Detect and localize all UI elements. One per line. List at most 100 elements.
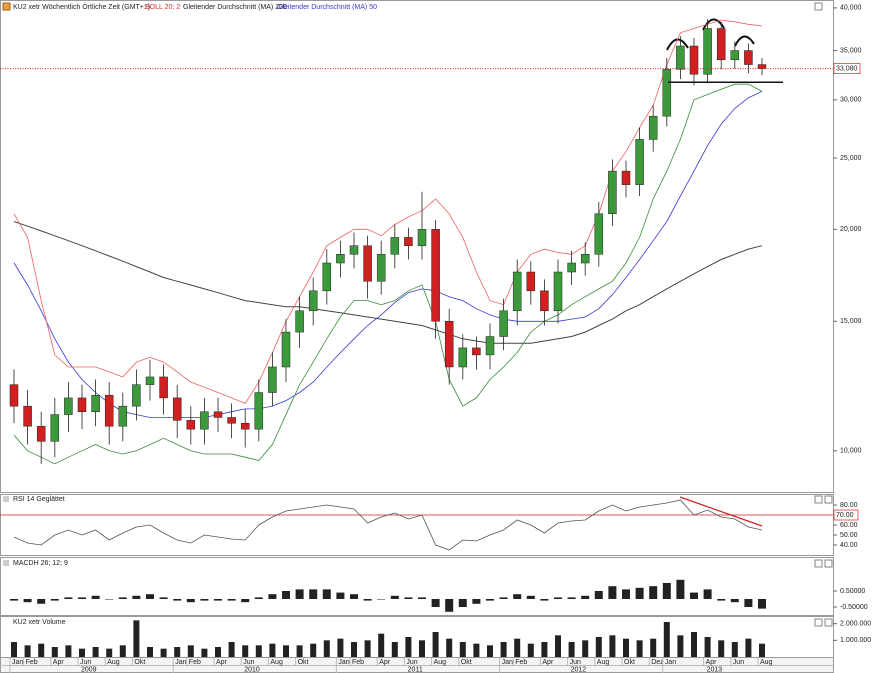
macd-bar xyxy=(608,586,617,599)
candle-body xyxy=(104,394,114,427)
last-price-box xyxy=(833,63,861,74)
volume-bar xyxy=(201,648,208,657)
volume-bar xyxy=(269,643,276,657)
y-tick-label: 30,000 xyxy=(840,97,862,104)
volume-bar xyxy=(255,645,262,657)
macd-bar xyxy=(554,597,562,599)
macd-bar xyxy=(282,590,290,599)
candle-body xyxy=(757,64,767,69)
macd-title: MACDH 26; 12; 9 xyxy=(13,560,68,567)
volume-bar xyxy=(446,638,453,657)
volume-bar xyxy=(677,635,684,657)
x-tick-label: Jan xyxy=(502,659,513,666)
candle-body xyxy=(118,405,128,427)
macd-bar xyxy=(363,598,372,601)
year-label: 2013 xyxy=(707,666,723,673)
rsi-icon[interactable] xyxy=(3,496,9,502)
y-tick-label: 50.00 xyxy=(840,532,858,539)
macd-bar xyxy=(241,598,250,603)
candle-body xyxy=(485,336,495,356)
candle-body xyxy=(349,245,359,255)
macd-bar xyxy=(567,597,576,599)
candle-body xyxy=(186,420,196,430)
macd-bar xyxy=(227,598,236,601)
candle-body xyxy=(336,254,345,264)
volume-bar xyxy=(745,638,752,657)
macd-bar xyxy=(717,598,726,601)
volume-bar xyxy=(187,645,194,657)
year-label: 2012 xyxy=(571,666,587,673)
candle-body xyxy=(648,115,658,140)
candle-body xyxy=(64,397,73,415)
candle-body xyxy=(662,69,672,117)
volume-bar xyxy=(704,637,711,657)
volume-bar xyxy=(541,642,548,657)
volume-bar xyxy=(759,643,765,657)
volume-bar xyxy=(242,645,249,657)
ma50-legend[interactable]: Gleitender Durchschnitt (MA) 50 xyxy=(277,4,377,11)
right-shoulder-arc xyxy=(734,35,755,47)
y-tick-label: -0.50000 xyxy=(840,604,868,611)
volume-bar xyxy=(296,645,303,657)
x-tick-label: Jun xyxy=(243,659,254,666)
boll-legend[interactable]: BOLL 20; 2 xyxy=(145,4,180,11)
macd-bar xyxy=(690,592,698,599)
candle-body xyxy=(268,366,277,393)
boll-upper-line xyxy=(13,19,763,404)
y-tick-label: 35,000 xyxy=(840,47,862,54)
y-tick-label: 20,000 xyxy=(840,226,862,233)
macd-bar xyxy=(78,597,86,599)
close-button[interactable] xyxy=(824,495,833,504)
candle-body xyxy=(676,45,685,70)
candle-body xyxy=(458,347,468,368)
macd-bar xyxy=(649,586,658,599)
volume-bar xyxy=(65,645,72,657)
x-tick-label: Jan xyxy=(12,659,23,666)
macd-bar xyxy=(431,598,440,607)
candle-body xyxy=(145,376,155,385)
volume-bar xyxy=(106,648,113,657)
macd-icon[interactable] xyxy=(3,560,9,566)
close-button[interactable] xyxy=(824,559,833,568)
x-tick-label: Jan xyxy=(338,659,349,666)
volume-bar xyxy=(92,647,99,657)
close-button[interactable] xyxy=(824,618,833,627)
candle-body xyxy=(689,45,699,75)
candle-body xyxy=(567,262,576,273)
volume-bar xyxy=(731,642,738,657)
ma200-line xyxy=(13,221,763,344)
volume-bar xyxy=(718,640,725,657)
macd-bar xyxy=(295,589,304,599)
minimize-button[interactable] xyxy=(814,559,823,568)
x-tick-label: Okt xyxy=(624,659,635,666)
volume-bar xyxy=(419,640,425,657)
minimize-button[interactable] xyxy=(814,618,823,627)
x-tick-label: Aug xyxy=(270,659,283,666)
minimize-button[interactable] xyxy=(814,495,823,504)
macd-bar xyxy=(173,598,182,601)
boll-lower-line xyxy=(13,83,763,465)
x-tick-label: Apr xyxy=(53,659,65,666)
minimize-button[interactable] xyxy=(814,2,823,11)
candle-body xyxy=(390,237,400,255)
y-tick-label: 1.000.000 xyxy=(840,637,871,644)
symbol-icon[interactable] xyxy=(2,2,11,11)
volume-bar xyxy=(609,635,616,657)
volume-bar xyxy=(79,648,85,657)
rsi-title: RSI 14 Geglättet xyxy=(13,496,65,503)
macd-bar xyxy=(581,595,590,599)
macd-bar xyxy=(322,589,331,599)
macd-bar xyxy=(23,598,32,603)
x-tick-label: Jun xyxy=(406,659,417,666)
rsi-level-label: 70.00 xyxy=(836,512,854,519)
volume-bar xyxy=(636,640,643,657)
volume-bar xyxy=(228,642,235,657)
ma200-legend[interactable]: Gleitender Durchschnitt (MA) 200 xyxy=(183,4,287,11)
y-tick-label: 60.00 xyxy=(840,522,858,529)
macd-bar xyxy=(50,598,59,601)
volume-bar xyxy=(405,637,412,657)
volume-bar xyxy=(432,632,439,657)
macd-bar xyxy=(758,598,766,609)
